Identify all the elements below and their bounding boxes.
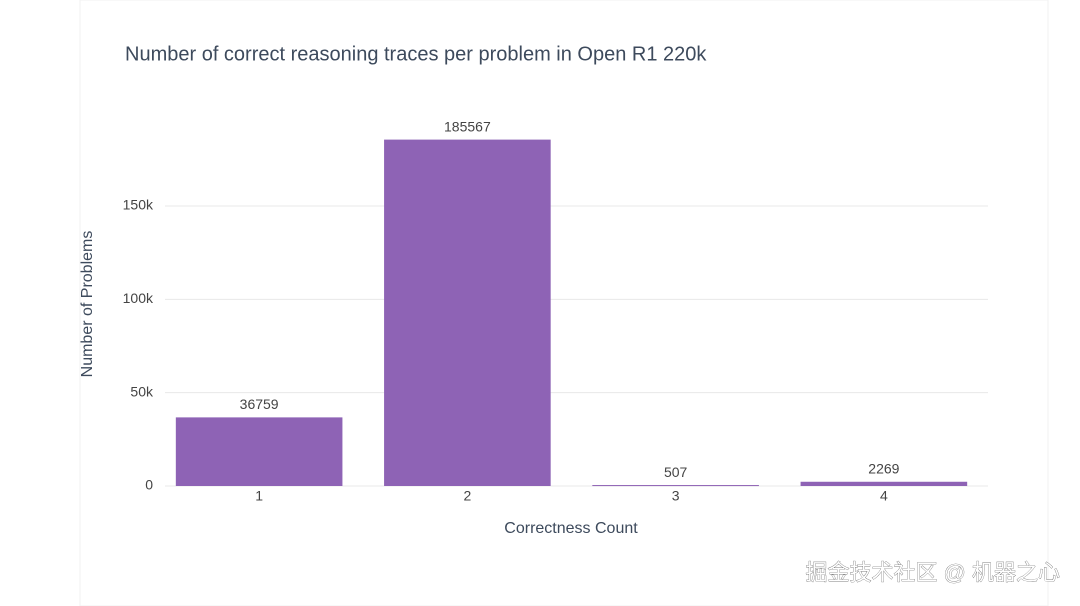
bar [592,485,759,487]
chart-title: Number of correct reasoning traces per p… [125,43,707,65]
x-tick-label: 4 [880,488,888,504]
y-tick-label: 150k [123,197,154,213]
x-tick-label: 2 [463,488,471,504]
x-tick-label: 1 [255,488,263,504]
data-label: 36759 [240,396,279,412]
x-tick-label: 3 [672,488,680,504]
x-axis-title: Correctness Count [504,520,638,537]
bar [175,417,343,486]
y-tick-label: 100k [123,290,154,306]
y-tick-label: 0 [145,477,153,493]
data-label: 507 [664,464,688,480]
data-label: 2269 [868,460,899,476]
bar [384,139,551,486]
data-label: 185567 [444,118,491,134]
watermark: 掘金技术社区 @ 机器之心 [805,560,1060,585]
card [79,0,1049,606]
y-tick-label: 50k [130,383,154,399]
bar [800,481,968,486]
y-axis-title: Number of Problems [79,231,96,378]
